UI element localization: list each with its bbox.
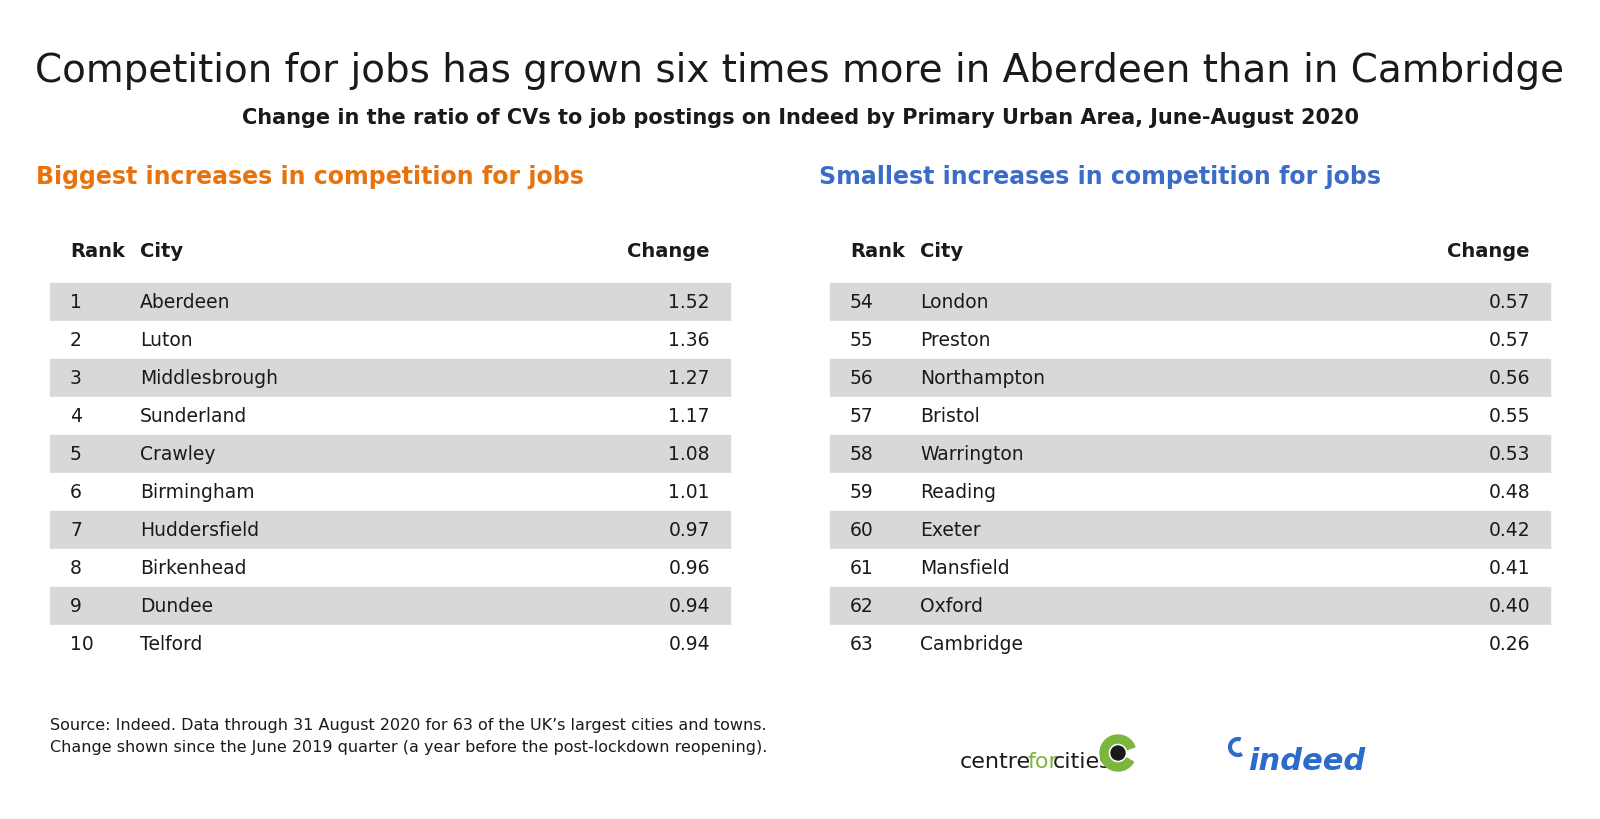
Text: 59: 59 (850, 483, 874, 502)
Text: 6: 6 (70, 483, 82, 502)
Text: Bristol: Bristol (920, 407, 979, 426)
Text: 57: 57 (850, 407, 874, 426)
Text: 54: 54 (850, 293, 874, 312)
Text: 63: 63 (850, 635, 874, 654)
Text: 1: 1 (70, 293, 82, 312)
Text: 60: 60 (850, 521, 874, 540)
Text: 0.57: 0.57 (1488, 331, 1530, 350)
Text: 0.57: 0.57 (1488, 293, 1530, 312)
Text: Change shown since the June 2019 quarter (a year before the post-lockdown reopen: Change shown since the June 2019 quarter… (50, 739, 768, 754)
Bar (830, 625, 1550, 663)
Text: centre: centre (960, 751, 1030, 771)
Text: City: City (920, 242, 963, 260)
Text: 1.08: 1.08 (669, 445, 710, 464)
Text: Smallest increases in competition for jobs: Smallest increases in competition for jo… (819, 165, 1381, 188)
Text: 0.53: 0.53 (1488, 445, 1530, 464)
Bar (50, 625, 730, 663)
Text: Preston: Preston (920, 331, 990, 350)
Text: Luton: Luton (141, 331, 192, 350)
Text: 10: 10 (70, 635, 94, 654)
Text: 0.94: 0.94 (669, 635, 710, 654)
Text: Middlesbrough: Middlesbrough (141, 369, 278, 388)
Text: 0.96: 0.96 (669, 559, 710, 577)
Text: 1.01: 1.01 (669, 483, 710, 502)
Text: 1.52: 1.52 (669, 293, 710, 312)
Bar (50, 436, 730, 473)
Text: indeed: indeed (1248, 747, 1365, 776)
Text: Biggest increases in competition for jobs: Biggest increases in competition for job… (37, 165, 584, 188)
Text: Sunderland: Sunderland (141, 407, 248, 426)
Text: 55: 55 (850, 331, 874, 350)
Text: 0.40: 0.40 (1488, 597, 1530, 616)
Bar (50, 550, 730, 587)
Text: 1.36: 1.36 (669, 331, 710, 350)
Bar (830, 436, 1550, 473)
Text: for: for (1027, 751, 1059, 771)
Text: cities: cities (1053, 751, 1112, 771)
Text: Mansfield: Mansfield (920, 559, 1010, 577)
Text: Birkenhead: Birkenhead (141, 559, 246, 577)
Text: 0.42: 0.42 (1488, 521, 1530, 540)
Text: London: London (920, 293, 989, 312)
Text: Oxford: Oxford (920, 597, 982, 616)
Text: Rank: Rank (70, 242, 125, 260)
Bar (830, 550, 1550, 587)
Text: 0.97: 0.97 (669, 521, 710, 540)
Text: Aberdeen: Aberdeen (141, 293, 230, 312)
Text: Change in the ratio of CVs to job postings on Indeed by Primary Urban Area, June: Change in the ratio of CVs to job postin… (242, 108, 1358, 128)
Text: 1.27: 1.27 (669, 369, 710, 388)
Text: Rank: Rank (850, 242, 906, 260)
Text: Exeter: Exeter (920, 521, 981, 540)
Text: 9: 9 (70, 597, 82, 616)
Text: Dundee: Dundee (141, 597, 213, 616)
Text: 61: 61 (850, 559, 874, 577)
Bar (50, 473, 730, 511)
Text: 3: 3 (70, 369, 82, 388)
Text: Competition for jobs has grown six times more in Aberdeen than in Cambridge: Competition for jobs has grown six times… (35, 52, 1565, 90)
Bar (830, 360, 1550, 397)
Bar (50, 397, 730, 436)
Text: 0.55: 0.55 (1488, 407, 1530, 426)
Bar (830, 397, 1550, 436)
Text: 58: 58 (850, 445, 874, 464)
Bar (830, 322, 1550, 360)
Bar (50, 511, 730, 550)
Text: 0.41: 0.41 (1488, 559, 1530, 577)
Text: Birmingham: Birmingham (141, 483, 254, 502)
Wedge shape (1101, 735, 1134, 771)
Circle shape (1110, 746, 1125, 760)
Bar (830, 283, 1550, 322)
Text: Huddersfield: Huddersfield (141, 521, 259, 540)
Bar (830, 473, 1550, 511)
Bar (830, 511, 1550, 550)
Text: 1.17: 1.17 (669, 407, 710, 426)
Text: Reading: Reading (920, 483, 995, 502)
Text: 8: 8 (70, 559, 82, 577)
Text: 0.56: 0.56 (1488, 369, 1530, 388)
Text: 7: 7 (70, 521, 82, 540)
Text: Cambridge: Cambridge (920, 635, 1022, 654)
Bar (50, 587, 730, 625)
Text: Change: Change (627, 242, 710, 260)
Bar (50, 360, 730, 397)
Text: Change: Change (1448, 242, 1530, 260)
Text: Source: Indeed. Data through 31 August 2020 for 63 of the UK’s largest cities an: Source: Indeed. Data through 31 August 2… (50, 717, 766, 732)
Text: 0.94: 0.94 (669, 597, 710, 616)
Text: City: City (141, 242, 182, 260)
Bar (830, 587, 1550, 625)
Text: 62: 62 (850, 597, 874, 616)
Text: Northampton: Northampton (920, 369, 1045, 388)
Text: Crawley: Crawley (141, 445, 216, 464)
Text: 5: 5 (70, 445, 82, 464)
Bar (50, 283, 730, 322)
Text: 56: 56 (850, 369, 874, 388)
Text: 0.26: 0.26 (1488, 635, 1530, 654)
Text: Warrington: Warrington (920, 445, 1024, 464)
Text: 4: 4 (70, 407, 82, 426)
Text: Telford: Telford (141, 635, 202, 654)
Bar (50, 322, 730, 360)
Text: 2: 2 (70, 331, 82, 350)
Text: 0.48: 0.48 (1488, 483, 1530, 502)
